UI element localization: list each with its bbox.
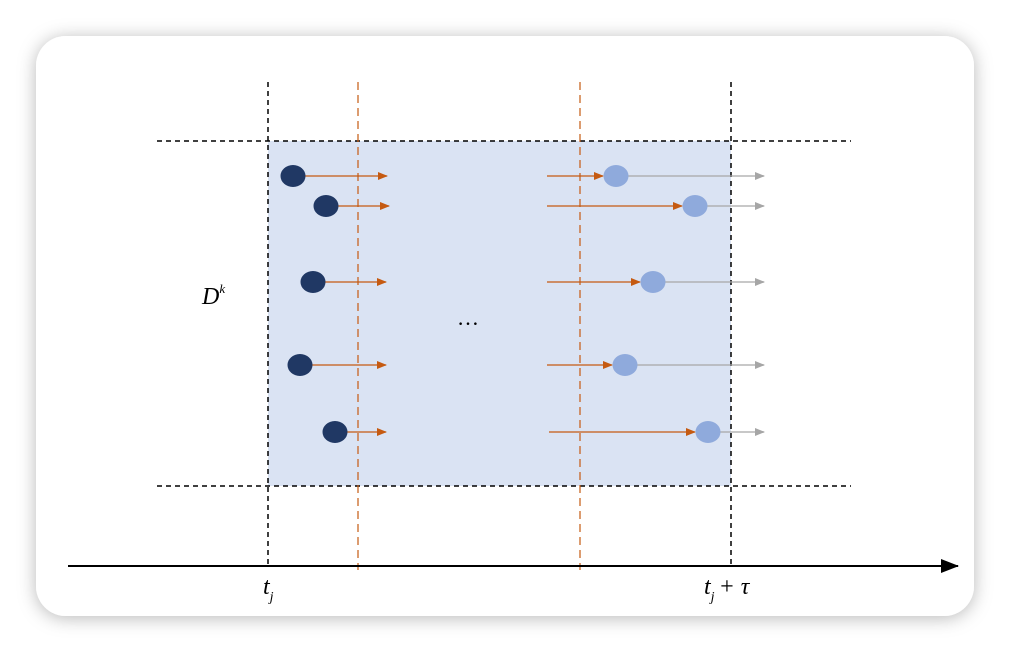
particle [280,165,306,187]
particle [300,271,326,293]
left-particles [280,165,348,443]
axis-end-label: tj + τ [704,574,751,605]
boundaries [157,82,851,566]
particle [612,354,638,376]
region-label: Dk [201,281,225,310]
particle [322,421,348,443]
particle [313,195,339,217]
axis-start-label: tj [263,574,274,605]
particle [640,271,666,293]
particle [603,165,629,187]
symbol: D [201,284,219,310]
ellipsis: … [457,305,479,330]
particle [682,195,708,217]
symbol: t [263,574,271,600]
superscript: k [219,281,225,296]
particle [287,354,313,376]
particle [695,421,721,443]
subscript: j [268,590,274,605]
right-arrows [547,172,765,436]
intermediate-lines [357,82,581,570]
symbol: t [704,574,712,600]
subscript: j [709,590,715,605]
right-particles [603,165,721,443]
suffix: + τ [719,574,751,600]
